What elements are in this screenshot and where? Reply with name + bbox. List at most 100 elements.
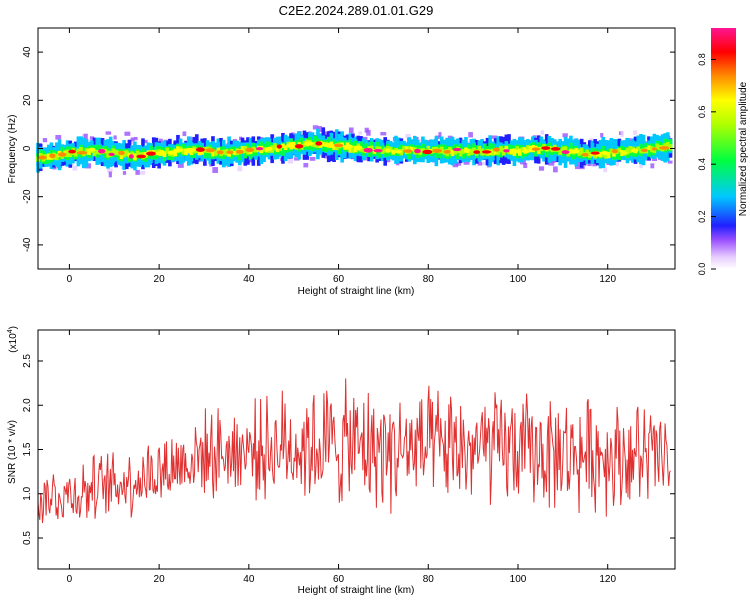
snr-x-tick-label: 20 — [154, 574, 166, 585]
spectrogram-peak-cell — [88, 147, 96, 152]
spectrogram-halo-cell — [287, 157, 294, 164]
spectrogram-band-cell — [448, 147, 452, 155]
spectrogram-band-cell — [106, 150, 110, 158]
spectrogram-band-cell — [655, 143, 659, 149]
spectrogram-peak-cell — [155, 151, 167, 156]
spectrogram-peak-cell — [98, 148, 106, 154]
spectrogram-band-cell — [666, 141, 670, 149]
spectrogram-halo-cell — [133, 136, 138, 141]
spectrogram-halo-cell — [124, 131, 131, 136]
spectrogram-band-cell — [119, 151, 124, 160]
spectrogram-peak-cell — [561, 150, 570, 155]
spectrogram-peak-cell — [581, 152, 589, 157]
spectrogram-x-tick-label: 100 — [510, 274, 527, 285]
spectrogram-halo-cell — [575, 165, 581, 170]
spectrogram-halo-cell — [366, 129, 371, 136]
spectrogram-halo-cell — [122, 171, 127, 175]
spectrogram-band-cell — [291, 141, 296, 149]
spectrogram-halo-cell — [447, 135, 453, 141]
spectrogram-halo-cell — [553, 166, 558, 173]
spectrogram-band-cell — [628, 146, 632, 154]
spectrogram-peak-cell — [136, 154, 146, 159]
spectrogram-band-cell — [243, 147, 248, 159]
spectrogram-band-cell — [262, 147, 266, 152]
spectrogram-y-tick-label: -20 — [22, 189, 33, 204]
snr-series-line — [37, 378, 671, 524]
spectrogram-band-cell — [232, 151, 237, 156]
spectrogram-band-cell — [79, 146, 83, 155]
spectrogram-halo-cell — [615, 160, 619, 167]
spectrogram-band-cell — [647, 145, 651, 150]
spectrogram-peak-cell — [402, 149, 413, 153]
spectrogram-halo-cell — [105, 131, 112, 135]
spectrogram-halo-cell — [576, 161, 582, 167]
spectrogram-band-cell — [450, 149, 455, 157]
spectrogram-band-cell — [130, 151, 135, 156]
spectrogram-halo-cell — [135, 169, 140, 175]
spectrogram-band-cell — [84, 148, 89, 155]
spectrogram-band-cell — [383, 148, 388, 157]
spectrogram-band-cell — [95, 149, 100, 155]
spectrogram-halo-cell — [477, 161, 483, 166]
spectrogram-halo-cell — [239, 136, 243, 141]
spectrogram-halo-cell — [562, 133, 568, 138]
snr-y-axis-label: SNR (10 * v/v) — [7, 420, 18, 484]
spectrogram-peak-cell — [76, 150, 88, 155]
spectrogram-peak-cell — [57, 152, 67, 157]
spectrogram-band-cell — [332, 139, 336, 149]
colorbar-tick-label: 0.2 — [697, 210, 707, 223]
spectrogram-halo-cell — [651, 157, 658, 162]
spectrogram-halo-cell — [455, 162, 462, 166]
spectrogram-halo-cell — [237, 166, 243, 172]
spectrogram-band-cell — [375, 146, 379, 151]
snr-y-tick-label: 0.5 — [22, 531, 33, 545]
colorbar-tick-label: 0.0 — [697, 263, 707, 276]
spectrogram-band-cell — [359, 147, 363, 152]
spectrogram-peak-cell — [521, 149, 531, 154]
spectrogram-panel: 0 20 40 60 80 100 120 -40 -20 0 20 40 Height of str… — [7, 27, 676, 297]
spectrogram-band-cell — [507, 150, 511, 155]
spectrogram-halo-cell — [639, 163, 643, 169]
snr-y-tick-label: 2.5 — [22, 354, 33, 368]
spectrogram-peak-cell — [323, 142, 334, 148]
spectrogram-halo-cell — [667, 160, 673, 164]
spectrogram-x-tick-label: 60 — [333, 274, 345, 285]
spectrogram-peak-cell — [285, 143, 293, 148]
spectrogram-band-cell — [281, 143, 285, 148]
snr-scale-prefix: (x10 — [8, 333, 19, 353]
spectrogram-band-cell — [569, 148, 573, 154]
spectrogram-band-cell — [410, 146, 414, 152]
spectrogram-halo-cell — [177, 162, 184, 168]
spectrogram-halo-cell — [83, 133, 88, 140]
spectrogram-halo-cell — [182, 131, 187, 137]
spectrogram-band-cell — [203, 147, 207, 153]
spectrogram-band-cell — [587, 152, 592, 158]
spectrogram-halo-cell — [452, 161, 459, 168]
spectrogram-peak-cell — [49, 153, 56, 159]
spectrogram-halo-cell — [463, 159, 470, 165]
spectrogram-peak-cell — [422, 149, 433, 155]
spectrogram-halo-cell — [130, 137, 135, 142]
spectrogram-peak-cell — [541, 146, 551, 150]
colorbar-gradient — [711, 28, 736, 269]
spectrogram-halo-cell — [293, 157, 300, 161]
spectrogram-x-tick-label: 120 — [599, 274, 616, 285]
spectrogram-band-cell — [283, 145, 288, 151]
spectrogram-peak-cell — [631, 148, 639, 153]
spectrogram-peak-cell — [513, 149, 519, 154]
spectrogram-halo-cell — [548, 160, 555, 166]
spectrogram-band-cell — [55, 153, 59, 161]
spectrogram-y-tick-label: 0 — [22, 145, 33, 151]
spectrogram-peak-cell — [185, 147, 196, 153]
spectrogram-halo-cell — [620, 130, 624, 137]
spectrogram-band-cell — [197, 150, 202, 156]
spectrogram-peak-cell — [266, 146, 273, 151]
spectrogram-halo-cell — [491, 135, 498, 139]
spectrogram-band-cell — [477, 145, 482, 154]
spectrogram-halo-cell — [438, 132, 442, 138]
spectrogram-peak-cell — [641, 148, 648, 153]
spectrogram-peak-cell — [601, 151, 609, 155]
spectrogram-band-cell — [491, 148, 495, 156]
spectrogram-band-cell — [515, 146, 519, 154]
